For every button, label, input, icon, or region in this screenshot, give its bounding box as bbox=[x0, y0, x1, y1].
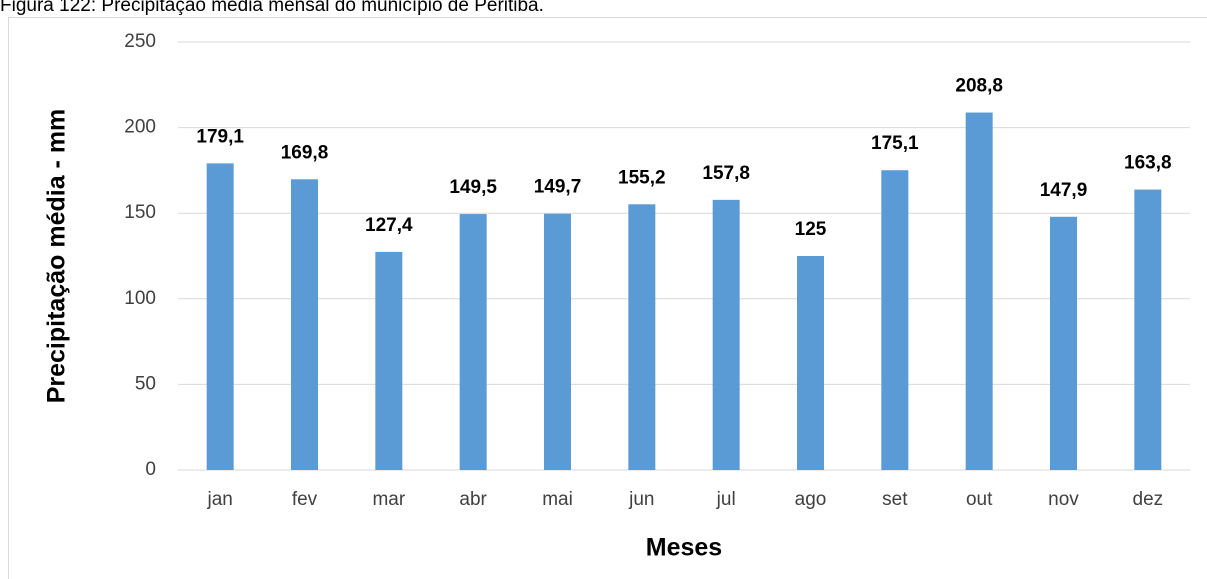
y-tick-label: 0 bbox=[145, 459, 156, 480]
x-tick-label: jul bbox=[716, 489, 736, 510]
data-label: 155,2 bbox=[618, 167, 666, 188]
data-label: 208,8 bbox=[955, 76, 1003, 97]
x-tick-label: ago bbox=[795, 489, 827, 510]
bar bbox=[291, 179, 318, 470]
y-tick-label: 250 bbox=[124, 31, 156, 52]
x-tick-label: jun bbox=[628, 489, 654, 510]
data-label: 157,8 bbox=[702, 163, 750, 184]
x-tick-label: mai bbox=[542, 489, 573, 510]
x-axis-label: Meses bbox=[646, 534, 722, 562]
bar bbox=[1134, 189, 1162, 470]
y-tick-label: 100 bbox=[124, 288, 156, 309]
bar bbox=[965, 112, 993, 471]
chart-frame bbox=[8, 17, 1207, 579]
x-tick-label: out bbox=[966, 489, 993, 510]
x-tick-label: abr bbox=[459, 489, 487, 510]
bar bbox=[459, 214, 487, 470]
data-label: 163,8 bbox=[1124, 153, 1172, 174]
bar bbox=[881, 170, 909, 470]
data-label: 127,4 bbox=[365, 215, 413, 236]
data-label: 169,8 bbox=[281, 142, 329, 163]
data-label: 125 bbox=[795, 219, 827, 240]
x-tick-label: nov bbox=[1048, 489, 1079, 510]
data-label: 147,9 bbox=[1040, 180, 1088, 201]
data-label: 175,1 bbox=[871, 133, 919, 154]
bar bbox=[628, 204, 656, 470]
x-tick-label: jan bbox=[206, 489, 232, 510]
y-tick-label: 150 bbox=[124, 202, 156, 223]
x-tick-label: mar bbox=[372, 489, 405, 510]
x-tick-label: set bbox=[882, 489, 908, 510]
y-tick-label: 50 bbox=[135, 373, 156, 394]
x-tick-label: dez bbox=[1133, 489, 1164, 510]
bar bbox=[375, 251, 403, 470]
caption: Figura 122: Precipitação média mensal do… bbox=[0, 0, 544, 16]
bar bbox=[206, 163, 234, 470]
x-tick-label: fev bbox=[292, 489, 318, 510]
bar bbox=[712, 199, 740, 470]
data-label: 149,7 bbox=[534, 177, 582, 198]
data-label: 179,1 bbox=[196, 126, 244, 147]
y-tick-label: 200 bbox=[124, 117, 156, 138]
data-label: 149,5 bbox=[449, 177, 497, 198]
bar bbox=[1050, 216, 1077, 470]
bar bbox=[544, 213, 571, 470]
bar bbox=[797, 256, 824, 470]
y-axis-label: Precipitação média - mm bbox=[43, 109, 71, 404]
